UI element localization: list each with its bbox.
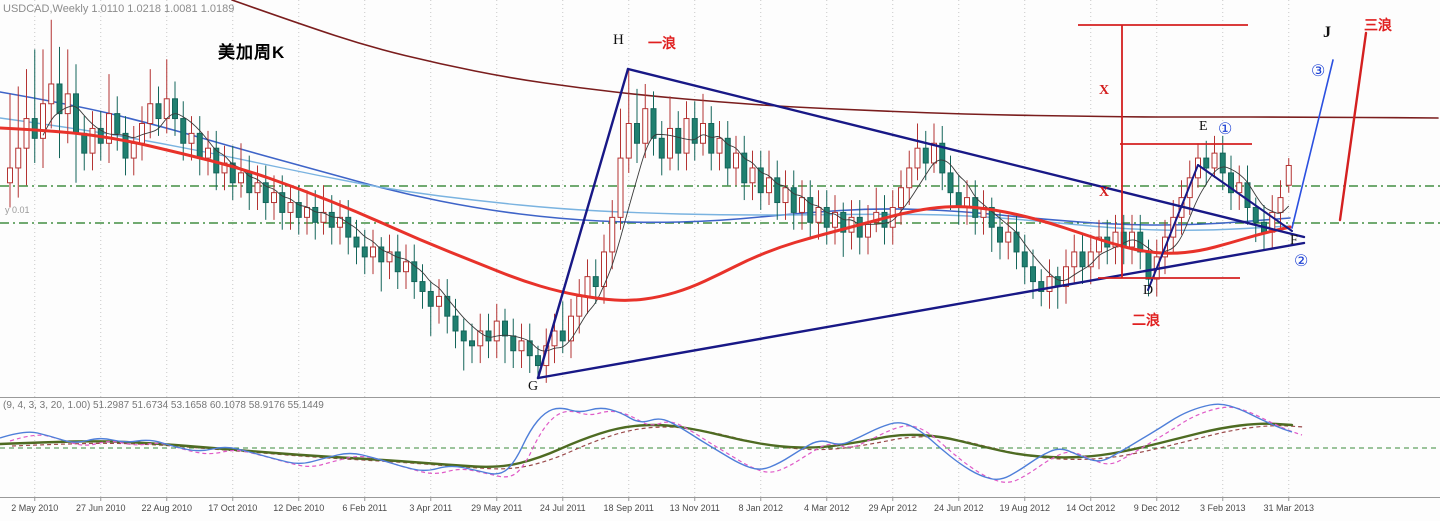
point-h-label: H (613, 32, 624, 48)
x-axis-label: 6 Feb 2011 (342, 503, 388, 513)
wave2-label: 二浪 (1132, 312, 1160, 328)
chart-title: USDCAD,Weekly 1.0110 1.0218 1.0081 1.018… (3, 3, 235, 15)
x-axis-label: 4 Mar 2012 (803, 503, 850, 513)
line-G-H (536, 67, 630, 380)
wave3-label: 三浪 (1364, 17, 1392, 33)
oscillator-olive-line (0, 422, 1294, 469)
line-G-F (536, 241, 1306, 380)
ma-long-maroon (231, 0, 1439, 119)
line-wave3 (1338, 31, 1368, 222)
x-axis-label: 14 Oct 2012 (1066, 503, 1116, 513)
measure-x-upper: X (1099, 83, 1110, 98)
point-f-label: F (1290, 233, 1298, 248)
point-g-label: G (528, 379, 539, 394)
measure-lines-layer (1078, 24, 1252, 279)
x-axis-label: 13 Nov 2011 (669, 503, 720, 513)
line-D-E (1147, 164, 1199, 291)
chart-symbol-note: 美加周K (218, 43, 286, 62)
x-axis-label: 3 Apr 2011 (409, 503, 453, 513)
x-axis: 2 May 2010 27 Jun 2010 22 Aug 2010 17 Oct 2… (0, 503, 1440, 518)
line-H-F (626, 67, 1306, 239)
ma-fast-black (42, 105, 1290, 352)
x-axis-label: 17 Oct 2010 (208, 503, 258, 513)
point-j-label: J (1323, 24, 1331, 41)
circle2-label: ② (1294, 253, 1309, 270)
x-axis-label: 29 Apr 2012 (868, 503, 918, 513)
line-E-F (1197, 164, 1293, 232)
ma-red-main (0, 126, 1292, 302)
point-d-label: D (1143, 283, 1154, 298)
x-axis-label: 31 Mar 2013 (1263, 503, 1315, 513)
indicator-settings-label: (9, 4, 3, 3, 20, 1.00) 51.2987 51.6734 5… (3, 400, 324, 411)
x-axis-label: 24 Jun 2012 (933, 503, 984, 513)
x-axis-label: 29 May 2011 (471, 503, 523, 513)
x-axis-label: 9 Dec 2012 (1133, 503, 1180, 513)
x-axis-label: 18 Sep 2011 (603, 503, 654, 513)
x-axis-label: 24 Jul 2011 (539, 503, 586, 513)
x-axis-label: 19 Aug 2012 (999, 503, 1051, 513)
point-e-label: E (1199, 119, 1208, 134)
ma-over-layer (0, 126, 1292, 302)
x-axis-label: 8 Jan 2012 (738, 503, 784, 513)
trend-lines-layer (536, 31, 1368, 380)
x-axis-label: 12 Dec 2010 (273, 503, 325, 513)
measure-x-lower: X (1099, 185, 1110, 200)
circle3-label: ③ (1311, 63, 1326, 80)
x-axis-label: 22 Aug 2010 (141, 503, 193, 513)
wave1-label: 一浪 (648, 35, 676, 51)
oscillator-layer (0, 403, 1440, 483)
grid-layer (0, 0, 1440, 501)
x-axis-label: 2 May 2010 (11, 503, 59, 513)
oscillator-blue-line (0, 403, 1293, 480)
x-axis-label: 3 Feb 2013 (1199, 503, 1246, 513)
x-axis-label: 27 Jun 2010 (75, 503, 126, 513)
line-F-J (1291, 59, 1334, 229)
ma-under-layer (0, 0, 1439, 231)
circle1-label: ① (1218, 121, 1233, 138)
order-line-label: y 0.01 (5, 205, 30, 215)
